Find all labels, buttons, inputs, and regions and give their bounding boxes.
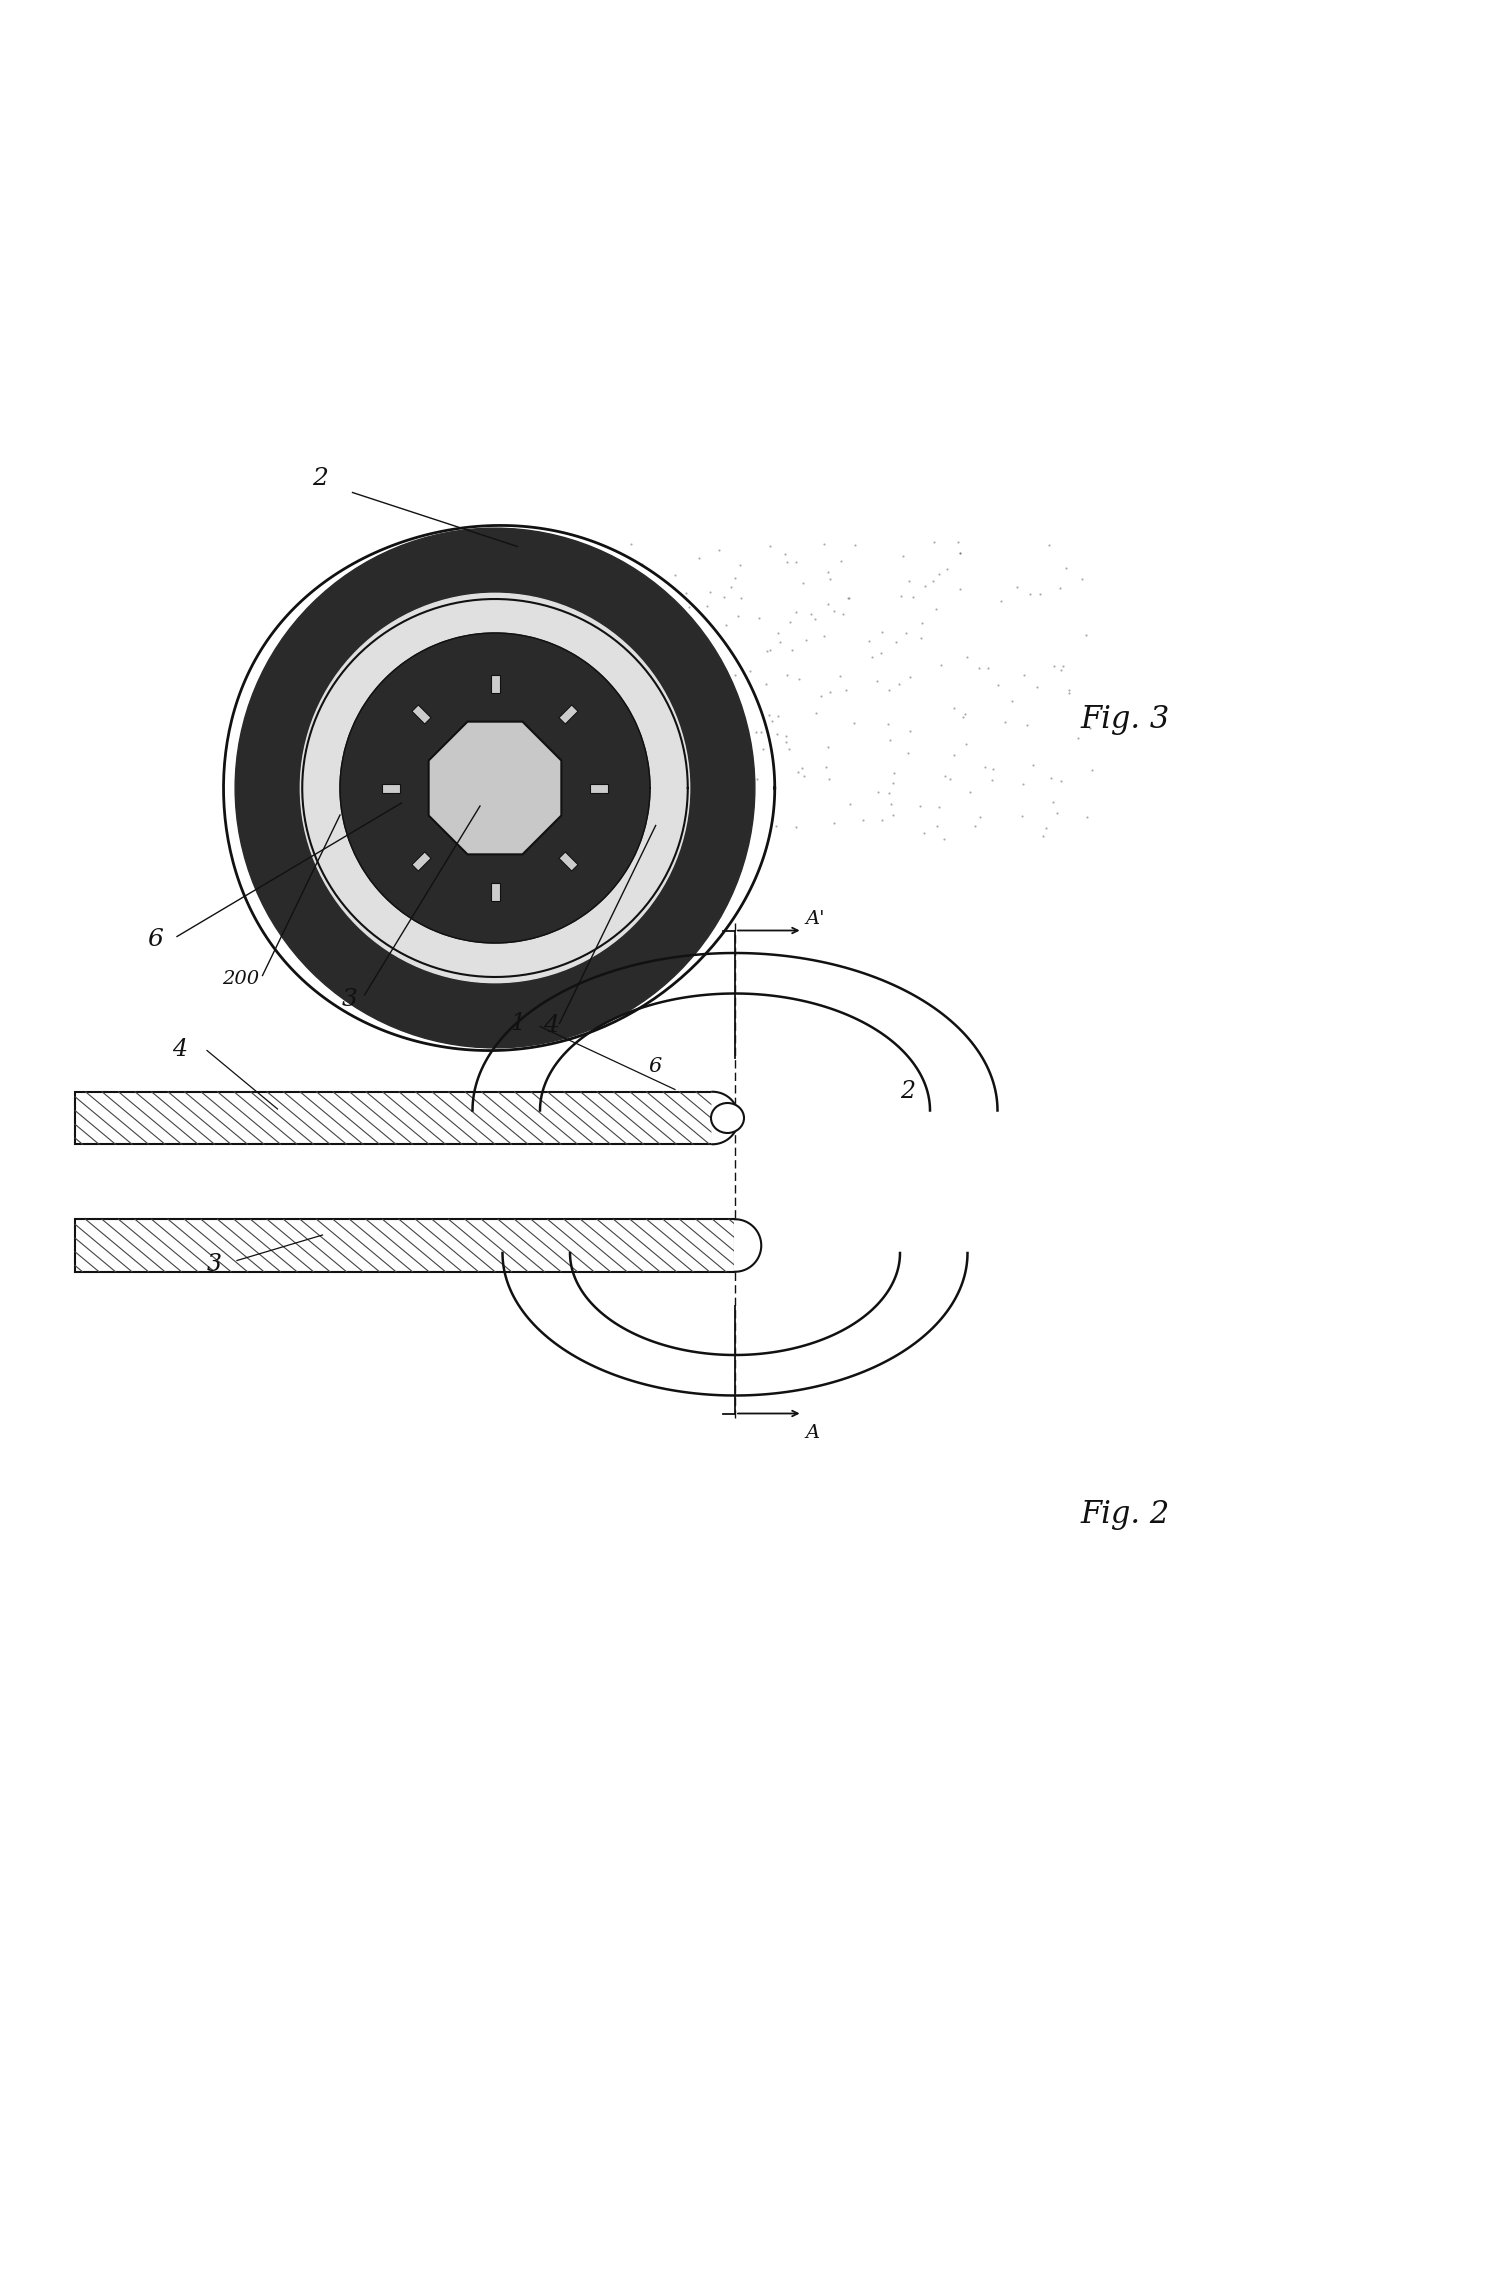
- Circle shape: [340, 634, 650, 942]
- Text: 3: 3: [342, 988, 358, 1010]
- Text: 4: 4: [543, 1015, 560, 1038]
- Polygon shape: [382, 782, 400, 792]
- Polygon shape: [413, 705, 430, 723]
- Circle shape: [236, 529, 754, 1047]
- Polygon shape: [560, 705, 578, 723]
- Polygon shape: [413, 853, 430, 871]
- Text: 2: 2: [900, 1081, 915, 1104]
- Text: 2: 2: [312, 468, 328, 490]
- Text: 6: 6: [147, 928, 164, 951]
- Text: A': A': [806, 910, 825, 928]
- Polygon shape: [590, 782, 608, 792]
- Circle shape: [300, 593, 690, 983]
- Text: A: A: [806, 1423, 819, 1442]
- Bar: [75, 1093, 712, 1145]
- Polygon shape: [712, 1093, 738, 1145]
- Text: Fig. 3: Fig. 3: [1080, 705, 1170, 734]
- Polygon shape: [490, 883, 500, 901]
- Polygon shape: [735, 1220, 760, 1273]
- Polygon shape: [429, 721, 561, 855]
- Text: 4: 4: [172, 1038, 188, 1061]
- Polygon shape: [560, 853, 578, 871]
- Text: 200: 200: [222, 969, 260, 988]
- Bar: [75, 1220, 735, 1273]
- Text: 3: 3: [207, 1252, 222, 1275]
- Text: Fig. 2: Fig. 2: [1080, 1499, 1170, 1531]
- Text: 6: 6: [648, 1056, 662, 1077]
- Ellipse shape: [711, 1104, 744, 1134]
- Text: 1: 1: [510, 1010, 525, 1036]
- Polygon shape: [490, 675, 500, 693]
